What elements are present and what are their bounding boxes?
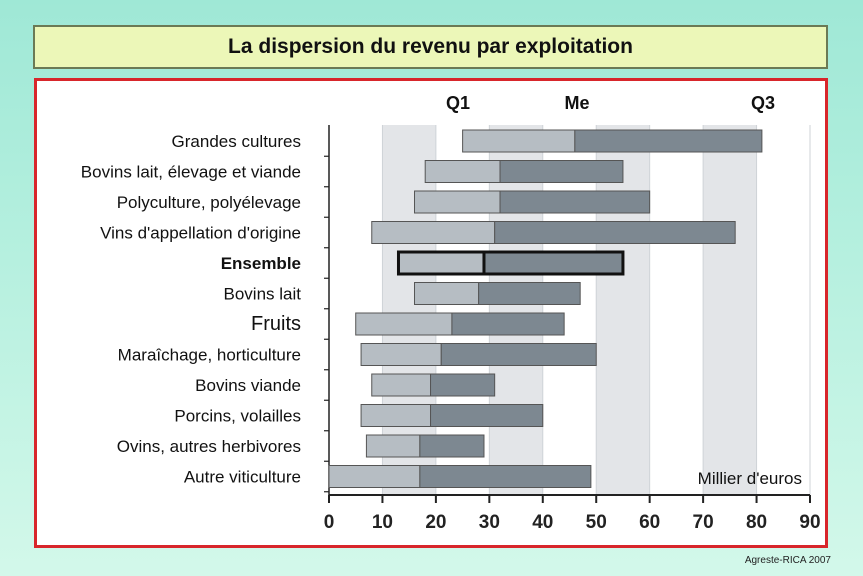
category-label: Bovins lait, élevage et viande <box>81 163 301 182</box>
grid-band <box>596 125 650 495</box>
bar-upper-segment <box>574 129 763 153</box>
x-tick-label: 40 <box>532 512 553 533</box>
x-tick-label: 20 <box>425 512 446 533</box>
bar-lower-segment <box>360 404 432 427</box>
bar-lower-segment <box>414 190 501 214</box>
bar-upper-segment <box>419 465 592 488</box>
category-label: Ensemble <box>221 254 301 273</box>
median-label: Me <box>564 93 589 113</box>
bar-upper-segment <box>499 190 651 214</box>
bar-lower-segment <box>365 434 421 458</box>
category-label: Maraîchage, horticulture <box>118 346 301 365</box>
x-tick-label: 90 <box>799 512 820 533</box>
x-tick-label: 0 <box>324 512 335 533</box>
q3-label: Q3 <box>751 93 775 113</box>
bar-lower-segment <box>360 343 442 366</box>
category-label: Bovins lait <box>224 285 302 304</box>
category-label: Polyculture, polyélevage <box>117 193 301 212</box>
x-tick-label: 80 <box>746 512 767 533</box>
bar-lower-segment <box>371 221 496 244</box>
bar-lower-segment <box>414 282 480 305</box>
x-tick-label: 30 <box>479 512 500 533</box>
title-box: La dispersion du revenu par exploitation <box>33 25 828 69</box>
x-tick-label: 50 <box>586 512 607 533</box>
bar-lower-segment <box>462 129 576 153</box>
grid-band <box>489 125 543 495</box>
chart-svg: 0 10 20 30 40 50 60 70 80 90 Grandes cultures Bovin… <box>81 93 821 533</box>
grid-band <box>703 125 757 495</box>
bar-lower-segment <box>355 312 453 336</box>
category-label: Grandes cultures <box>172 132 301 151</box>
grid-band <box>382 125 436 495</box>
category-label: Autre viticulture <box>184 468 301 487</box>
bar-upper-segment <box>494 221 736 244</box>
category-label: Bovins viande <box>195 376 301 395</box>
x-tick-label: 60 <box>639 512 660 533</box>
category-label: Fruits <box>251 313 301 335</box>
category-label: Vins d'appellation d'origine <box>100 224 301 243</box>
chart-title: La dispersion du revenu par exploitation <box>228 35 633 58</box>
bar-upper-segment <box>451 312 565 336</box>
chart-frame: 0 10 20 30 40 50 60 70 80 90 Grandes cultures Bovin… <box>34 78 828 548</box>
source-credit: Agreste-RICA 2007 <box>744 555 831 566</box>
bar-lower-segment <box>328 465 421 488</box>
bar-upper-segment <box>419 434 485 458</box>
bar-upper-segment <box>430 404 544 427</box>
category-label: Porcins, volailles <box>174 407 301 426</box>
bar-lower-segment <box>371 373 432 397</box>
unit-label: Millier d'euros <box>698 469 802 488</box>
q1-label: Q1 <box>446 93 470 113</box>
x-tick-label: 70 <box>693 512 714 533</box>
bar-upper-segment <box>482 250 625 276</box>
bar-upper-segment <box>440 343 597 366</box>
category-label: Ovins, autres herbivores <box>117 437 301 456</box>
bar-lower-segment <box>396 250 486 276</box>
bar-upper-segment <box>430 373 496 397</box>
bar-upper-segment <box>478 282 581 305</box>
bar-upper-segment <box>499 160 624 183</box>
x-tick-label: 10 <box>372 512 393 533</box>
bar-lower-segment <box>424 160 501 183</box>
